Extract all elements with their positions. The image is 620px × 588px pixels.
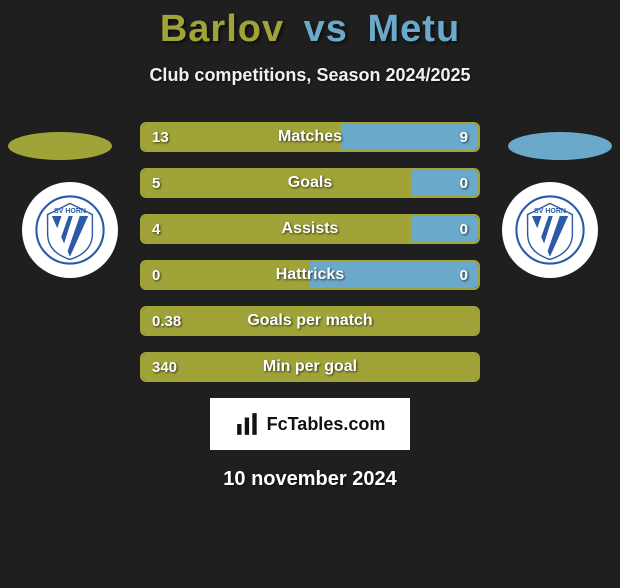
stat-bar-left xyxy=(142,170,411,196)
stat-row: 0.38Goals per match xyxy=(140,306,480,336)
stat-bar-right xyxy=(310,262,478,288)
stat-bar-left xyxy=(142,354,478,380)
stat-row: 40Assists xyxy=(140,214,480,244)
player1-club-badge: SV HORN xyxy=(22,182,118,278)
stat-bar-left xyxy=(142,124,341,150)
vs-text: vs xyxy=(304,8,348,50)
comparison-title: Barlov vs Metu xyxy=(0,8,620,51)
stat-row: 00Hattricks xyxy=(140,260,480,290)
player1-name: Barlov xyxy=(160,8,284,50)
stat-bar-left xyxy=(142,216,411,242)
stat-bar-right xyxy=(341,124,478,150)
stat-bar-right xyxy=(411,170,478,196)
svg-text:SV HORN: SV HORN xyxy=(54,208,86,215)
player1-color-badge xyxy=(8,132,112,160)
footer-date: 10 november 2024 xyxy=(0,468,620,491)
site-label: FcTables.com xyxy=(267,414,386,435)
stat-row: 139Matches xyxy=(140,122,480,152)
stats-comparison: 139Matches 50Goals 40Assists 00Hattricks 0.3… xyxy=(140,122,480,382)
club-logo-icon: SV HORN xyxy=(35,195,105,265)
stat-row: 340Min per goal xyxy=(140,352,480,382)
stat-bar-right xyxy=(411,216,478,242)
stat-bar-left xyxy=(142,262,310,288)
stat-row: 50Goals xyxy=(140,168,480,198)
site-attribution: FcTables.com xyxy=(210,398,410,450)
club-logo-icon: SV HORN xyxy=(515,195,585,265)
svg-text:SV HORN: SV HORN xyxy=(534,208,566,215)
player2-color-badge xyxy=(508,132,612,160)
player2-name: Metu xyxy=(368,8,461,50)
stat-bar-left xyxy=(142,308,478,334)
bar-chart-icon xyxy=(235,411,261,437)
subtitle: Club competitions, Season 2024/2025 xyxy=(0,65,620,86)
player2-club-badge: SV HORN xyxy=(502,182,598,278)
